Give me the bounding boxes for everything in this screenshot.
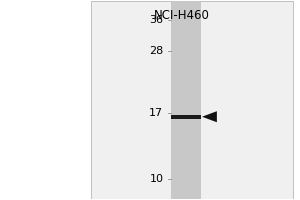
Bar [91,1,293,199]
Text: 10: 10 [149,174,164,184]
Text: 28: 28 [149,46,164,56]
Polygon shape [202,111,217,122]
Text: 36: 36 [149,15,164,25]
Bar [171,115,200,119]
Bar [171,1,200,199]
Text: NCI-H460: NCI-H460 [154,9,209,22]
Text: 17: 17 [149,108,164,118]
